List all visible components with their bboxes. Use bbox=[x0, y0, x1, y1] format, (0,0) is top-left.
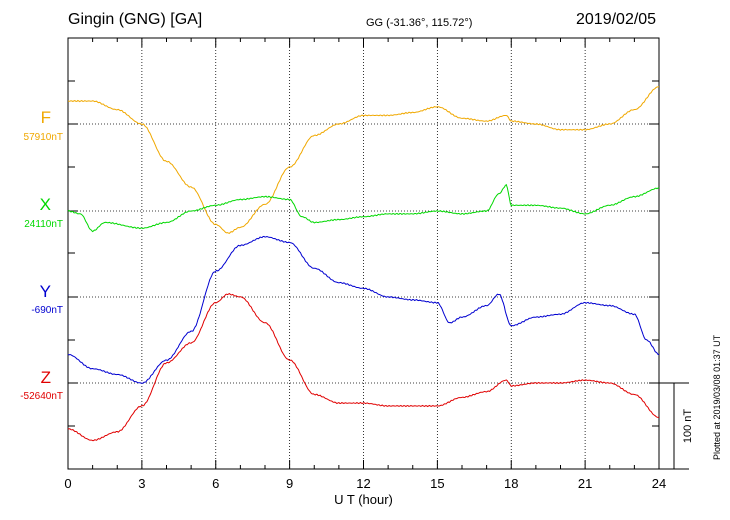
series-line-y bbox=[67, 235, 660, 384]
series-label-y: Y bbox=[39, 282, 51, 301]
x-tick-label-24: 24 bbox=[652, 476, 666, 491]
x-tick-label-9: 9 bbox=[286, 476, 293, 491]
plotted-timestamp: Plotted at 2019/03/08 01:37 UT bbox=[712, 334, 722, 460]
series-baseline-f: 57910nT bbox=[23, 132, 63, 143]
series-line-z bbox=[67, 293, 660, 442]
station-coordinates: GG (-31.36°, 115.72°) bbox=[366, 17, 473, 29]
x-axis-label: U T (hour) bbox=[334, 492, 393, 507]
scale-bar-label: 100 nT bbox=[682, 409, 694, 444]
x-tick-label-0: 0 bbox=[64, 476, 71, 491]
series-baseline-y: -690nT bbox=[31, 305, 63, 316]
x-tick-label-6: 6 bbox=[212, 476, 219, 491]
plot-date: 2019/02/05 bbox=[576, 11, 657, 28]
x-tick-label-15: 15 bbox=[430, 476, 444, 491]
series-baseline-x: 24110nT bbox=[24, 219, 63, 230]
station-title: Gingin (GNG) [GA] bbox=[68, 11, 203, 28]
series-label-f: F bbox=[40, 108, 51, 127]
series-line-x bbox=[67, 183, 660, 233]
x-tick-label-3: 3 bbox=[138, 476, 145, 491]
x-tick-label-18: 18 bbox=[504, 476, 518, 491]
series-line-f bbox=[67, 86, 660, 234]
x-tick-label-21: 21 bbox=[578, 476, 592, 491]
series-label-z: Z bbox=[40, 368, 51, 387]
series-baseline-z: -52640nT bbox=[20, 391, 63, 402]
series-label-x: X bbox=[39, 195, 51, 214]
plot-frame bbox=[67, 37, 660, 470]
x-tick-label-12: 12 bbox=[356, 476, 370, 491]
